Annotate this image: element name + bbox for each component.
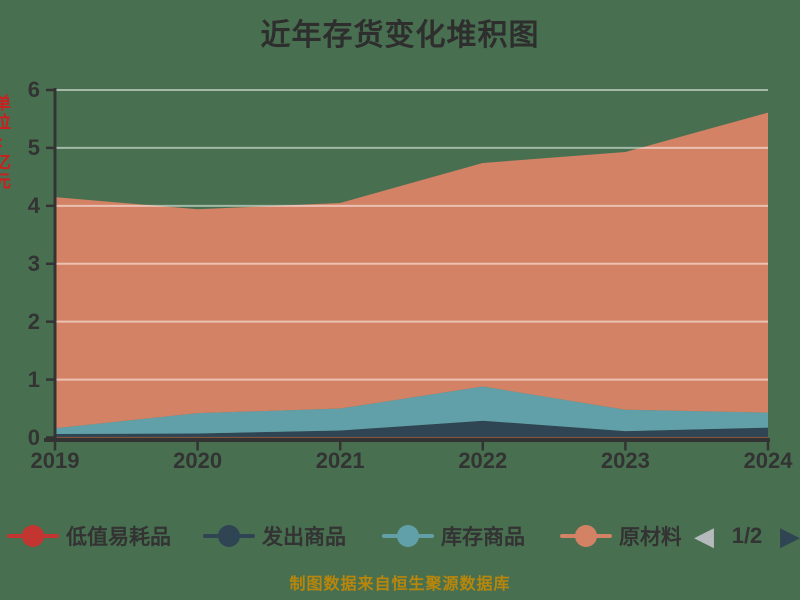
x-tick-label-2022: 2022 <box>458 448 508 473</box>
area-发出商品 <box>55 420 768 437</box>
y-tick-label-6: 6 <box>27 77 40 102</box>
area-原材料 <box>55 112 768 429</box>
x-tick-label-2023: 2023 <box>600 448 650 473</box>
legend-marker-icon <box>7 524 59 548</box>
legend-marker-icon <box>203 524 255 548</box>
x-tick-label-2024: 2024 <box>743 448 793 473</box>
x-tick-label-2020: 2020 <box>173 448 223 473</box>
chart-legend: 低值易耗品 发出商品 库存商品 原材料 <box>0 514 690 558</box>
x-tick-label-2021: 2021 <box>315 448 365 473</box>
legend-item-低值易耗品[interactable]: 低值易耗品 <box>7 514 171 558</box>
y-tick-label-5: 5 <box>27 134 40 160</box>
y-tick-label-3: 3 <box>27 250 40 276</box>
legend-label: 原材料 <box>619 526 681 549</box>
chart-title: 近年存货变化堆积图 <box>260 19 540 52</box>
stacked-area-chart <box>44 88 770 451</box>
y-tick-label-0: 0 <box>27 424 40 450</box>
legend-item-原材料[interactable]: 原材料 <box>560 514 681 558</box>
legend-marker-icon <box>560 524 612 548</box>
legend-marker-icon <box>382 524 434 548</box>
legend-pager: ◀ 1/2 ▶ <box>694 516 800 556</box>
legend-label: 发出商品 <box>262 526 346 549</box>
y-tick-label-1: 1 <box>27 366 40 392</box>
legend-page-indicator: 1/2 <box>731 523 763 548</box>
x-tick-label-2019: 2019 <box>30 448 80 473</box>
legend-item-发出商品[interactable]: 发出商品 <box>203 514 346 558</box>
y-tick-label-2: 2 <box>27 308 40 334</box>
legend-prev-page-icon[interactable]: ◀ <box>694 521 714 551</box>
data-source-note: 制图数据来自恒生聚源数据库 <box>289 576 511 593</box>
y-tick-label-4: 4 <box>27 192 40 218</box>
area-库存商品 <box>55 386 768 435</box>
legend-item-库存商品[interactable]: 库存商品 <box>382 514 525 558</box>
legend-label: 低值易耗品 <box>66 526 171 549</box>
y-axis-unit-label: 单位:亿元 <box>0 94 10 191</box>
area-低值易耗品 <box>55 436 768 438</box>
legend-next-page-icon[interactable]: ▶ <box>780 521 800 551</box>
legend-label: 库存商品 <box>441 526 525 549</box>
